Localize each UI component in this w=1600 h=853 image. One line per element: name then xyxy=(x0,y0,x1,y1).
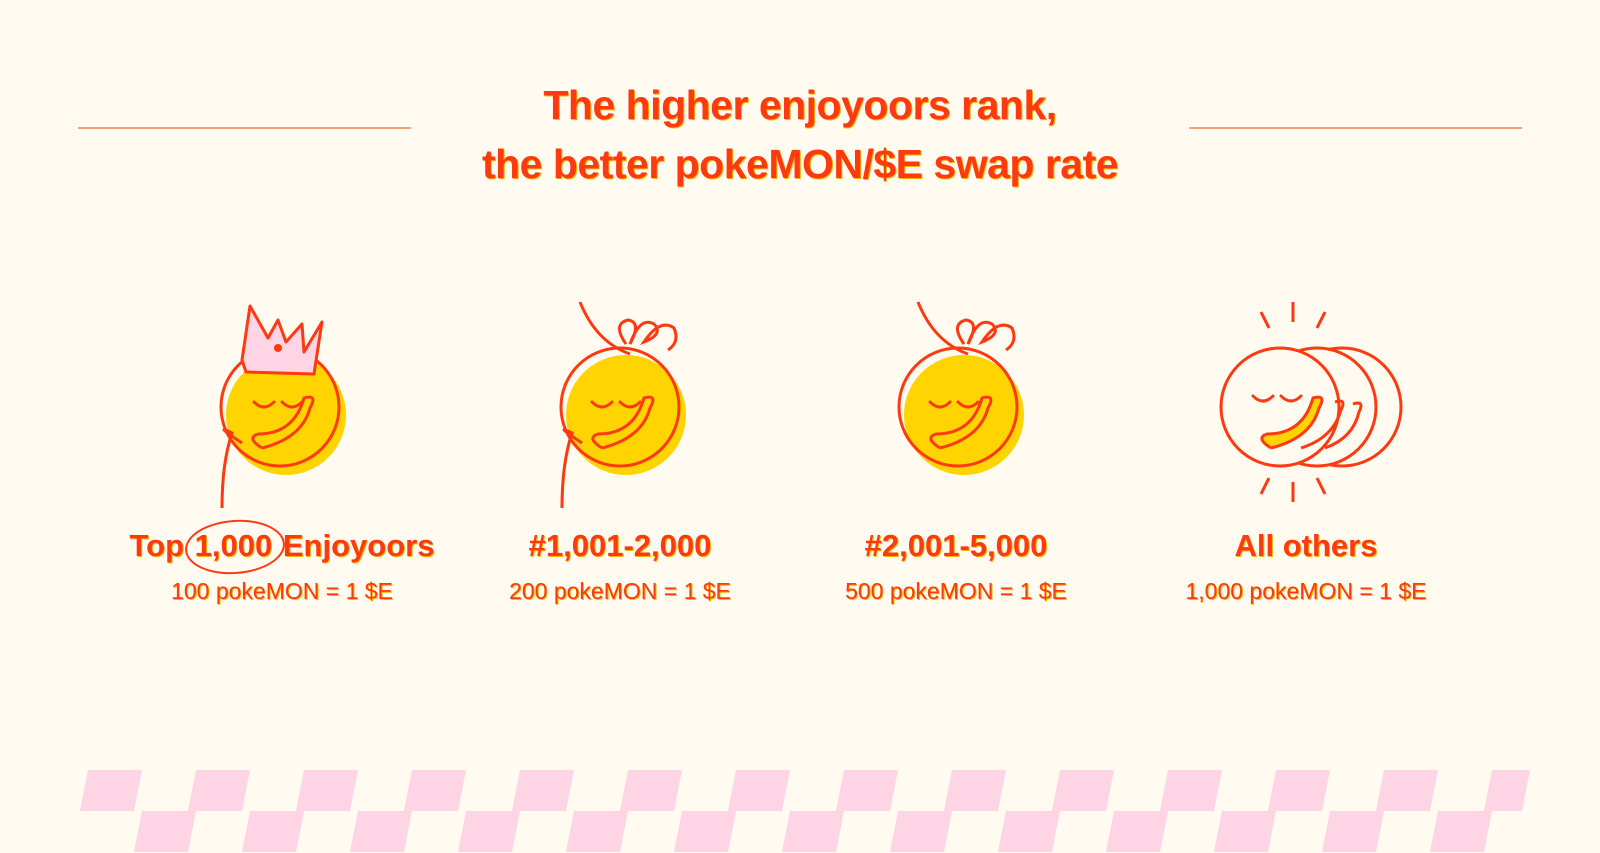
checker-square xyxy=(566,811,628,852)
tier-rate: 500 pokeMON = 1 $E xyxy=(845,578,1067,604)
tier-rate: 1,000 pokeMON = 1 $E xyxy=(1185,578,1427,604)
checker-square xyxy=(242,811,304,852)
checker-pattern xyxy=(80,770,1530,852)
tier-1001-2000: #1,001-2,000 200 pokeMON = 1 $E xyxy=(440,298,800,606)
tier-2001-5000: #2,001-5,000 500 pokeMON = 1 $E xyxy=(776,298,1136,606)
checker-square xyxy=(728,770,790,811)
checker-square xyxy=(674,811,736,852)
tier-title-prefix: Top xyxy=(129,528,185,563)
checker-square xyxy=(1430,811,1492,852)
tier-all-others: All others 1,000 pokeMON = 1 $E xyxy=(1126,298,1486,606)
page-title: The higher enjoyoors rank, the better po… xyxy=(0,76,1600,194)
tier-title: #1,001-2,000 xyxy=(528,528,712,563)
page-title-line-2: the better pokeMON/$E swap rate xyxy=(481,141,1119,187)
checker-square xyxy=(458,811,520,852)
checker-square xyxy=(296,770,358,811)
checker-square xyxy=(1214,811,1276,852)
checker-square xyxy=(782,811,844,852)
tier-title: Top 1,000 Enjoyoors xyxy=(102,526,462,566)
crowned-face-icon xyxy=(219,304,346,508)
checker-square xyxy=(1106,811,1168,852)
tier-title-highlight: 1,000 xyxy=(193,526,275,566)
checker-square xyxy=(350,811,412,852)
checker-square xyxy=(1484,770,1530,811)
curly-hair-face-icon xyxy=(897,301,1024,475)
tier-rate: 200 pokeMON = 1 $E xyxy=(509,578,731,604)
checker-square xyxy=(1322,811,1384,852)
checker-square xyxy=(1052,770,1114,811)
checker-square xyxy=(1160,770,1222,811)
checker-square xyxy=(620,770,682,811)
page-title-line-1: The higher enjoyoors rank, xyxy=(543,82,1057,128)
tier-top-1000: Top 1,000 Enjoyoors 100 pokeMON = 1 $E xyxy=(102,298,462,606)
tier-title-suffix: Enjoyoors xyxy=(282,528,435,563)
checker-square xyxy=(998,811,1060,852)
curly-hair-face-icon xyxy=(559,301,686,508)
multiple-faces-icon xyxy=(1219,302,1403,502)
tier-title: All others xyxy=(1234,528,1378,563)
checker-square xyxy=(80,770,142,811)
checker-square xyxy=(1376,770,1438,811)
checker-square xyxy=(890,811,952,852)
checker-square xyxy=(1268,770,1330,811)
checker-square xyxy=(404,770,466,811)
checker-square xyxy=(944,770,1006,811)
checker-square xyxy=(512,770,574,811)
checker-square xyxy=(134,811,196,852)
checker-square xyxy=(188,770,250,811)
tier-rate: 100 pokeMON = 1 $E xyxy=(171,578,393,604)
divider-left xyxy=(78,127,411,129)
tier-title: #2,001-5,000 xyxy=(864,528,1048,563)
divider-right xyxy=(1189,127,1522,129)
checker-square xyxy=(836,770,898,811)
